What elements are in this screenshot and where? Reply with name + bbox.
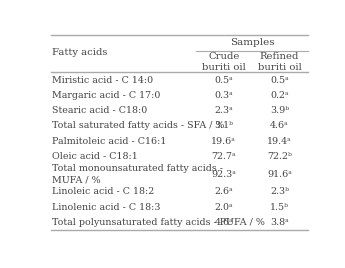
Text: 19.4ᵃ: 19.4ᵃ	[267, 137, 292, 146]
Text: 2.0ᵃ: 2.0ᵃ	[215, 203, 233, 212]
Text: 0.3ᵃ: 0.3ᵃ	[214, 91, 233, 100]
Text: 3.1ᵇ: 3.1ᵇ	[214, 121, 233, 130]
Text: Linoleic acid - C 18:2: Linoleic acid - C 18:2	[52, 187, 155, 196]
Text: 72.7ᵃ: 72.7ᵃ	[211, 152, 236, 161]
Text: 72.2ᵇ: 72.2ᵇ	[267, 152, 292, 161]
Text: 4.6ᵃ: 4.6ᵃ	[214, 218, 233, 227]
Text: Total saturated fatty acids - SFA / %: Total saturated fatty acids - SFA / %	[52, 121, 225, 130]
Text: 4.6ᵃ: 4.6ᵃ	[270, 121, 289, 130]
Text: 3.8ᵃ: 3.8ᵃ	[270, 218, 289, 227]
Text: Miristic acid - C 14:0: Miristic acid - C 14:0	[52, 76, 154, 84]
Text: Samples: Samples	[230, 39, 274, 47]
Text: 3.9ᵇ: 3.9ᵇ	[270, 106, 289, 115]
Text: Refined
buriti oil: Refined buriti oil	[258, 51, 302, 72]
Text: Linolenic acid - C 18:3: Linolenic acid - C 18:3	[52, 203, 161, 212]
Text: Oleic acid - C18:1: Oleic acid - C18:1	[52, 152, 138, 161]
Text: Margaric acid - C 17:0: Margaric acid - C 17:0	[52, 91, 161, 100]
Text: 2.3ᵃ: 2.3ᵃ	[214, 106, 233, 115]
Text: Stearic acid - C18:0: Stearic acid - C18:0	[52, 106, 148, 115]
Text: Fatty acids: Fatty acids	[52, 48, 108, 57]
Text: 0.5ᵃ: 0.5ᵃ	[214, 76, 233, 84]
Text: 92.3ᵃ: 92.3ᵃ	[211, 170, 236, 179]
Text: Palmitoleic acid - C16:1: Palmitoleic acid - C16:1	[52, 137, 167, 146]
Text: 19.6ᵃ: 19.6ᵃ	[211, 137, 236, 146]
Text: 0.5ᵃ: 0.5ᵃ	[270, 76, 289, 84]
Text: 1.5ᵇ: 1.5ᵇ	[270, 203, 289, 212]
Text: 91.6ᵃ: 91.6ᵃ	[267, 170, 292, 179]
Text: Crude
buriti oil: Crude buriti oil	[202, 51, 246, 72]
Text: Total polyunsaturated fatty acids - PUFA / %: Total polyunsaturated fatty acids - PUFA…	[52, 218, 265, 227]
Text: 2.6ᵃ: 2.6ᵃ	[214, 187, 233, 196]
Text: 0.2ᵃ: 0.2ᵃ	[270, 91, 289, 100]
Text: Total monounsaturated fatty acids -
MUFA / %: Total monounsaturated fatty acids - MUFA…	[52, 164, 224, 184]
Text: 2.3ᵇ: 2.3ᵇ	[270, 187, 289, 196]
